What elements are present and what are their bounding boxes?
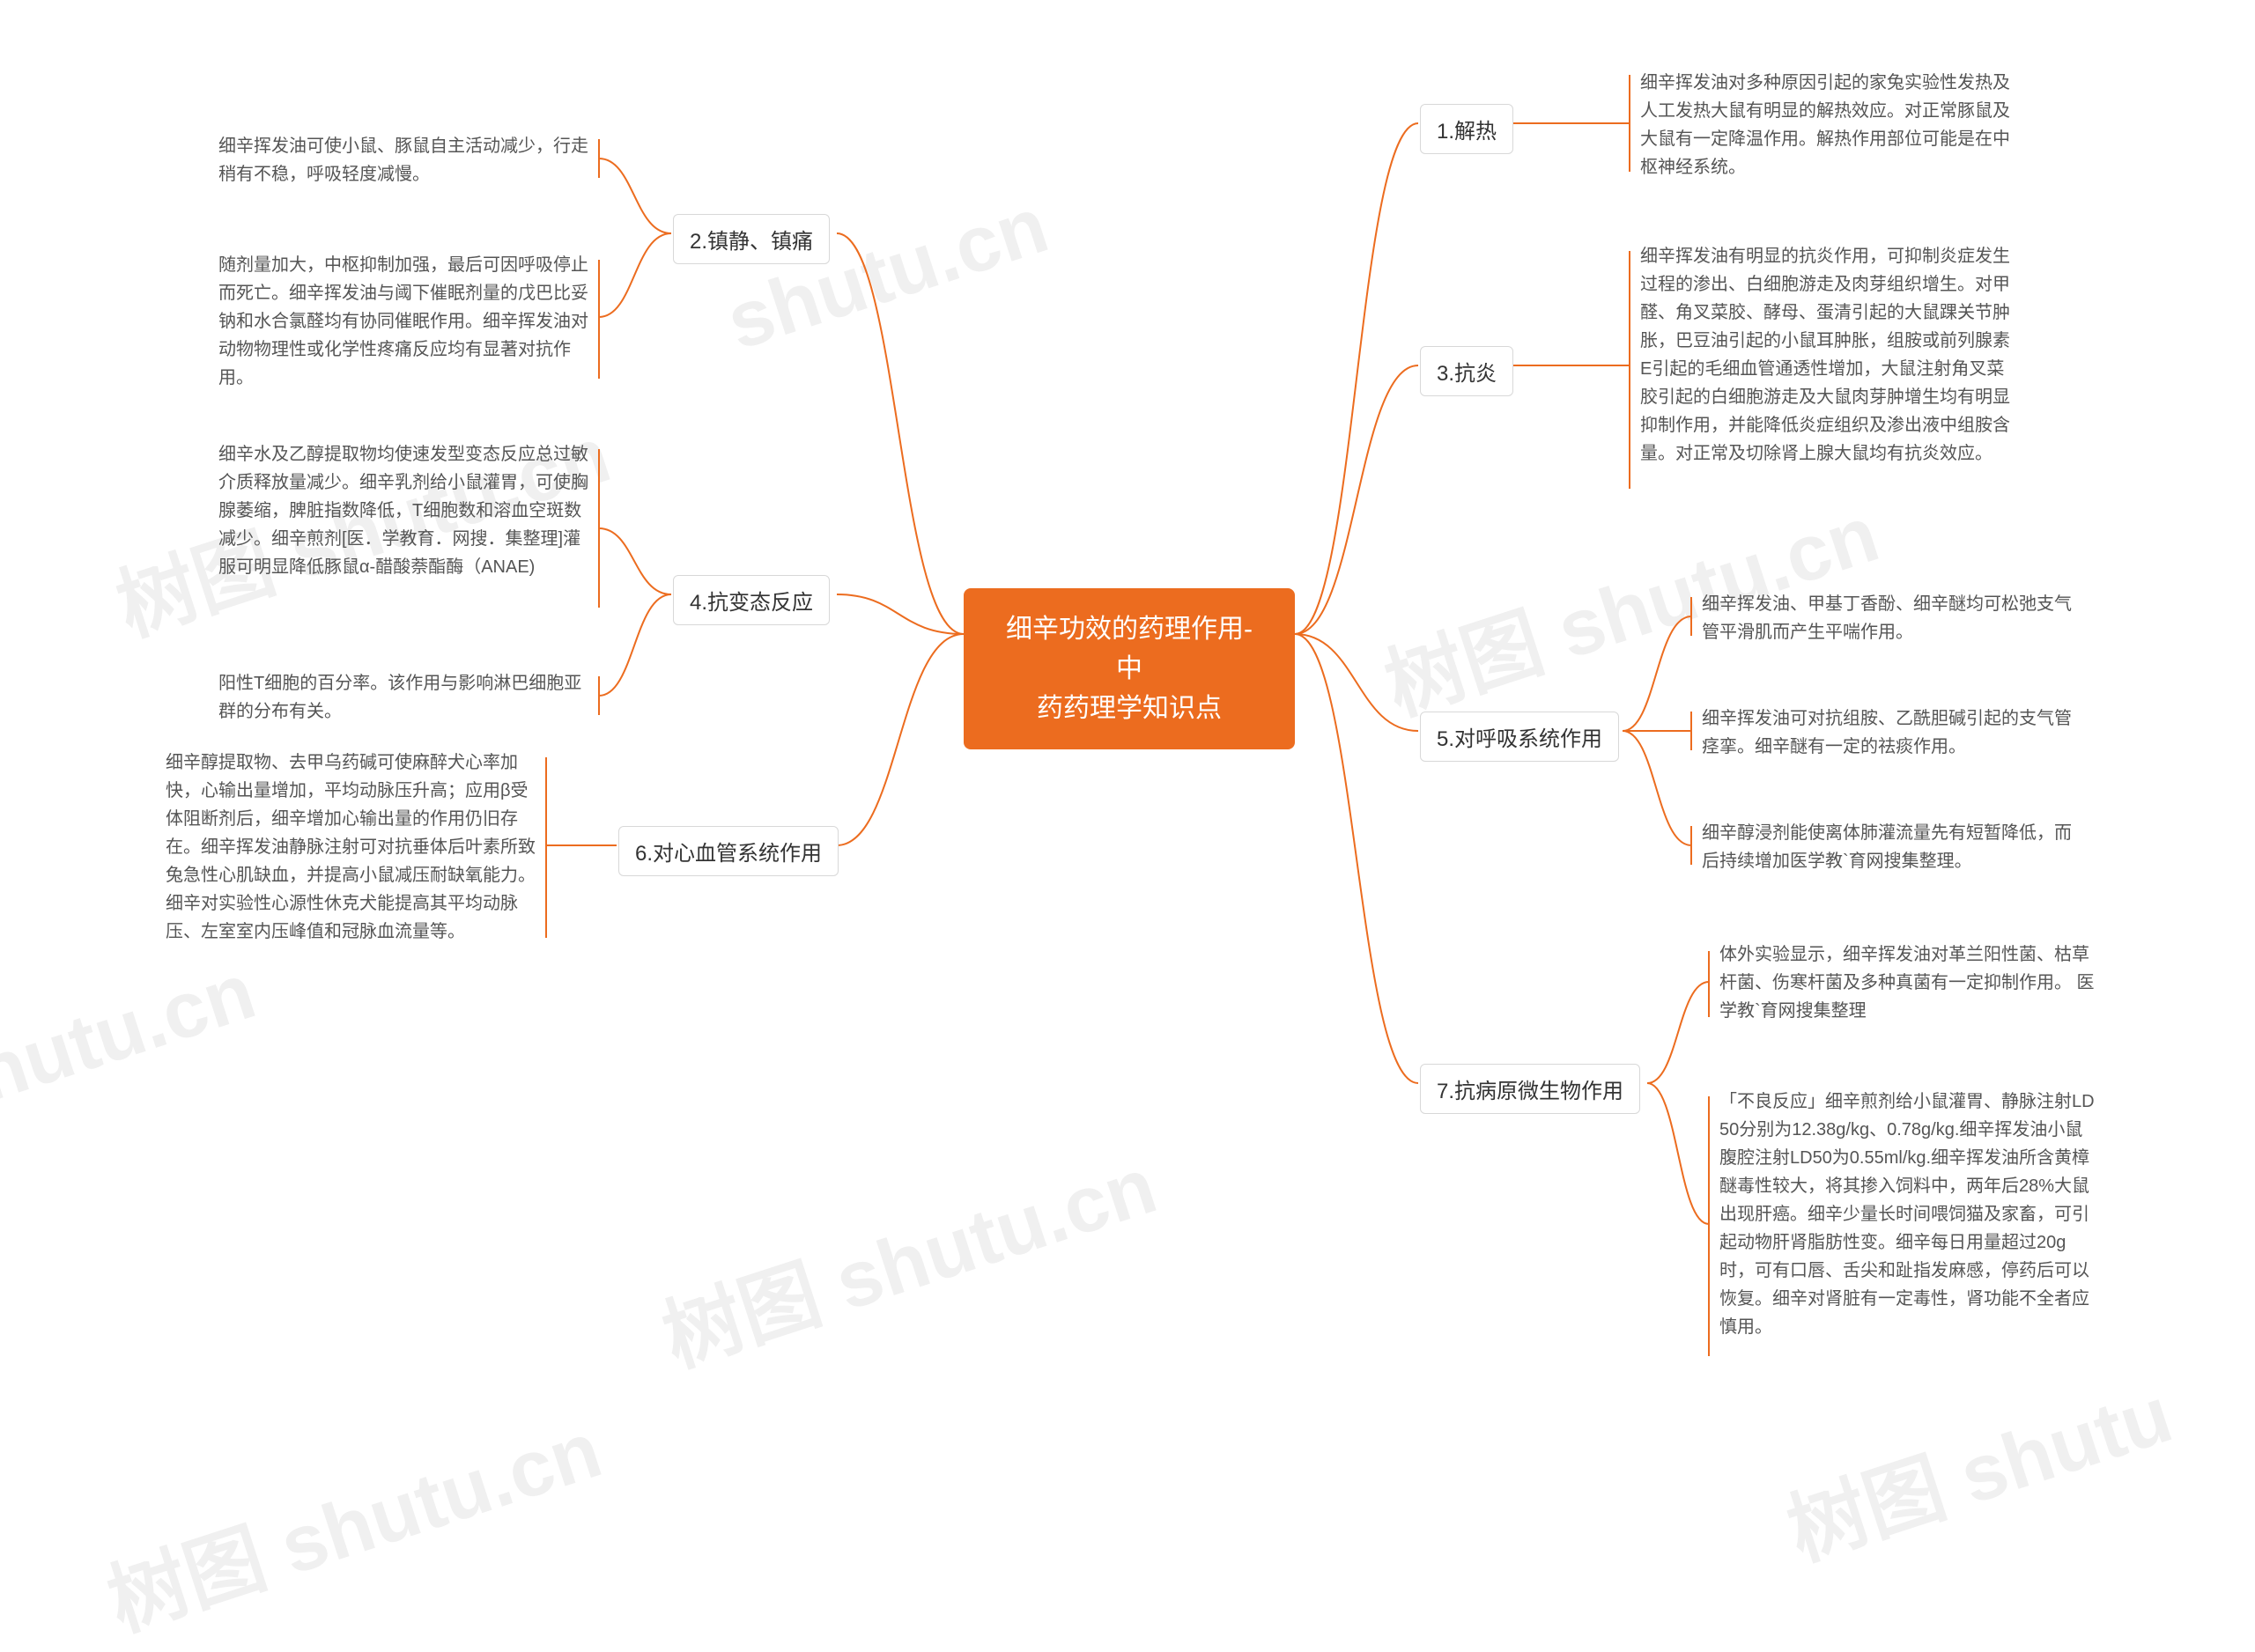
branch-xinxueguan[interactable]: 6.对心血管系统作用 <box>618 826 839 876</box>
branch-label: 4.抗变态反应 <box>690 591 813 615</box>
leaf-node: 阳性T细胞的百分率。该作用与影响淋巴细胞亚群的分布有关。 <box>218 669 588 726</box>
leaf-node: 细辛挥发油对多种原因引起的家兔实验性发热及人工发热大鼠有明显的解热效应。对正常豚… <box>1640 69 2019 181</box>
branch-huxi[interactable]: 5.对呼吸系统作用 <box>1420 712 1619 762</box>
branch-label: 1.解热 <box>1437 120 1497 144</box>
root-line2: 药药理学知识点 <box>1037 694 1222 723</box>
mindmap-canvas: 树图 shutu.cn shutu.cn 树图 shutu.cn shutu.c… <box>0 0 2255 1466</box>
watermark: 树图 shutu.cn <box>647 1122 1168 1389</box>
branch-label: 6.对心血管系统作用 <box>635 842 822 866</box>
leaf-node: 细辛醇提取物、去甲乌药碱可使麻醉犬心率加快，心输出量增加，平均动脉压升高；应用β… <box>166 749 536 946</box>
watermark: shutu.cn <box>0 947 266 1135</box>
leaf-node: 细辛挥发油、甲基丁香酚、细辛醚均可松弛支气管平滑肌而产生平喘作用。 <box>1702 590 2081 646</box>
branch-jiere[interactable]: 1.解热 <box>1420 104 1513 154</box>
leaf-node: 细辛水及乙醇提取物均使速发型变态反应总过敏介质释放量减少。细辛乳剂给小鼠灌胃，可… <box>218 440 588 581</box>
watermark: 树图 shutu.cn <box>92 1386 613 1652</box>
branch-label: 3.抗炎 <box>1437 362 1497 386</box>
leaf-node: 细辛醇浸剂能使离体肺灌流量先有短暂降低，而后持续增加医学教`育网搜集整理。 <box>1702 819 2081 875</box>
leaf-node: 体外实验显示，细辛挥发油对革兰阳性菌、枯草杆菌、伤寒杆菌及多种真菌有一定抑制作用… <box>1719 940 2098 1025</box>
root-line1: 细辛功效的药理作用- 中 <box>1006 615 1253 683</box>
leaf-node: 随剂量加大，中枢抑制加强，最后可因呼吸停止而死亡。细辛挥发油与阈下催眠剂量的戊巴… <box>218 251 588 392</box>
root-node[interactable]: 细辛功效的药理作用- 中 药药理学知识点 <box>964 588 1295 749</box>
branch-kangbiantai[interactable]: 4.抗变态反应 <box>673 575 830 625</box>
leaf-node: 细辛挥发油可对抗组胺、乙酰胆碱引起的支气管痉挛。细辛醚有一定的祛痰作用。 <box>1702 704 2081 761</box>
leaf-node: 「不良反应」细辛煎剂给小鼠灌胃、静脉注射LD50分别为12.38g/kg、0.7… <box>1719 1088 2098 1341</box>
branch-label: 5.对呼吸系统作用 <box>1437 727 1602 751</box>
branch-kangyan[interactable]: 3.抗炎 <box>1420 346 1513 396</box>
branch-label: 2.镇静、镇痛 <box>690 230 813 254</box>
branch-zhenjing[interactable]: 2.镇静、镇痛 <box>673 214 830 264</box>
watermark: 树图 shutu <box>1771 1351 2184 1582</box>
branch-kangbingyuan[interactable]: 7.抗病原微生物作用 <box>1420 1064 1640 1114</box>
leaf-node: 细辛挥发油有明显的抗炎作用，可抑制炎症发生过程的渗出、白细胞游走及肉芽组织增生。… <box>1640 242 2019 468</box>
branch-label: 7.抗病原微生物作用 <box>1437 1080 1623 1103</box>
leaf-node: 细辛挥发油可使小鼠、豚鼠自主活动减少，行走稍有不稳，呼吸轻度减慢。 <box>218 132 588 188</box>
watermark: shutu.cn <box>716 181 1058 369</box>
